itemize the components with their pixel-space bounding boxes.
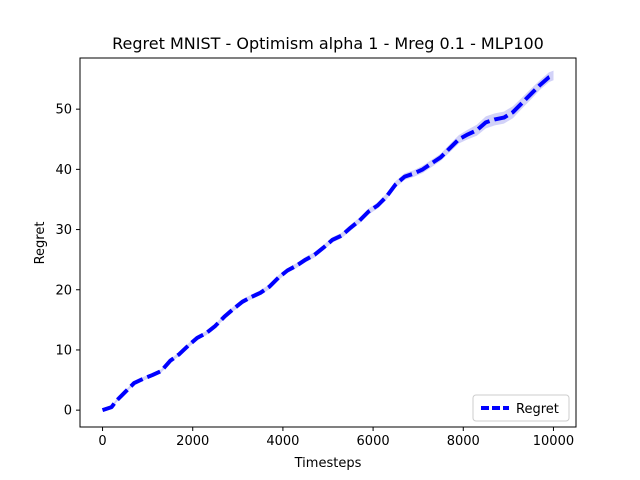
x-tick-label: 0: [98, 434, 106, 449]
y-tick-label: 50: [55, 103, 72, 118]
y-tick-label: 10: [55, 343, 72, 358]
chart-title: Regret MNIST - Optimism alpha 1 - Mreg 0…: [112, 34, 544, 53]
x-axis-label: Timesteps: [294, 456, 362, 471]
x-tick-label: 8000: [447, 434, 480, 449]
axes-frame: [79, 57, 577, 428]
legend-entry-regret: Regret: [516, 402, 559, 417]
x-tick-label: 10000: [533, 434, 574, 449]
y-tick-label: 30: [55, 223, 72, 238]
x-axis-ticks: 0 2000 4000 6000 8000 10000: [98, 427, 574, 449]
x-tick-label: 2000: [176, 434, 209, 449]
y-axis-ticks: 0 10 20 30 40 50: [55, 103, 80, 419]
legend-box: [472, 394, 570, 422]
y-tick-label: 20: [55, 283, 72, 298]
plot-area: [79, 57, 577, 428]
x-tick-label: 4000: [266, 434, 299, 449]
y-tick-label: 40: [55, 163, 72, 178]
legend: Regret: [472, 394, 570, 422]
series-line-layer: [101, 73, 555, 412]
y-axis-label: Regret: [33, 222, 48, 265]
y-tick-label: 0: [64, 404, 72, 419]
x-tick-label: 6000: [357, 434, 390, 449]
series-line-regret: [101, 73, 555, 412]
